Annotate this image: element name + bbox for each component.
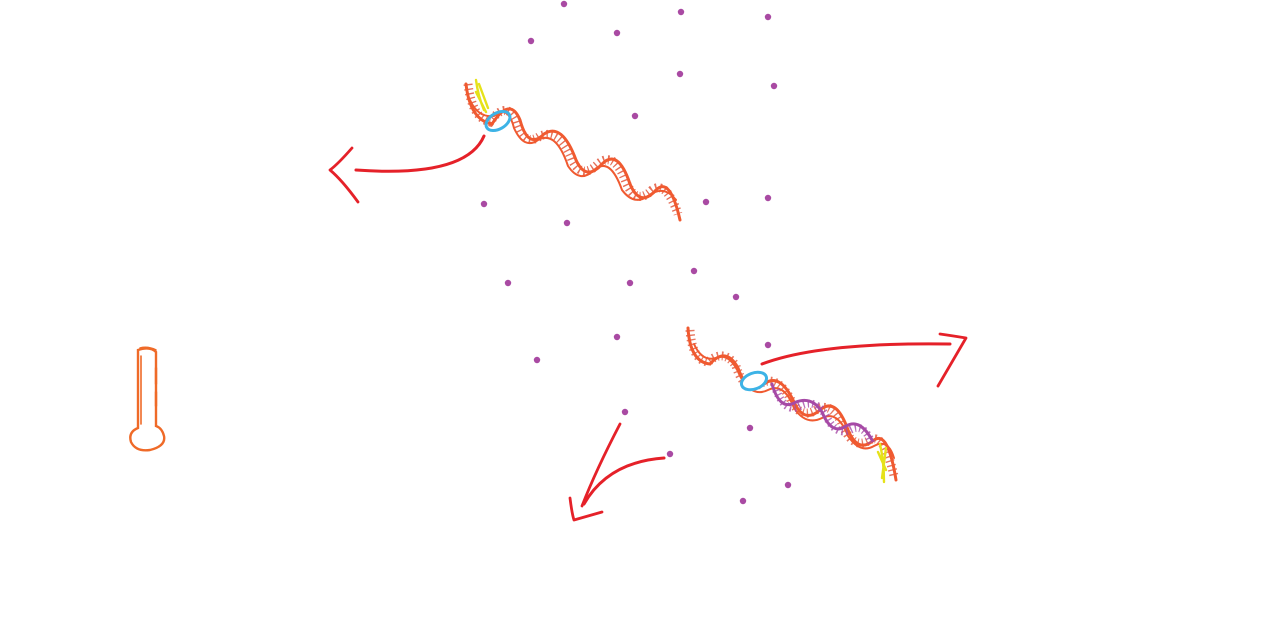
nucleotide-dot (613, 333, 621, 341)
nucleotide-dot (527, 37, 535, 45)
lower-dna-strand (685, 326, 899, 484)
nucleotide-dot (764, 13, 772, 21)
nucleotide-dot (613, 29, 621, 37)
lower-primer (876, 442, 888, 484)
polymerase-oval-icon (739, 370, 769, 392)
nucleotide-dot (690, 267, 698, 275)
new-strand (770, 382, 874, 442)
nucleotide-dot (676, 70, 684, 78)
polymerase-oval-icon (484, 110, 512, 132)
arrow-right (760, 332, 968, 388)
nucleotide-dot (702, 198, 710, 206)
thermometer-icon (129, 346, 166, 452)
nucleotide-dot (764, 194, 772, 202)
nucleotide-dot (621, 408, 629, 416)
nucleotide-dot (677, 8, 685, 16)
nucleotide-dot (739, 497, 747, 505)
arrow-left (328, 134, 486, 204)
nucleotide-dot (666, 450, 674, 458)
nucleotide-dot (784, 481, 792, 489)
lower-strand-inner (693, 343, 895, 459)
nucleotide-dot (504, 279, 512, 287)
nucleotide-dot (560, 0, 568, 8)
upper-primer (474, 78, 490, 114)
nucleotide-dot (533, 356, 541, 364)
nucleotide-dot (770, 82, 778, 90)
nucleotide-dot (480, 200, 488, 208)
nucleotide-dot (764, 341, 772, 349)
nucleotide-dot (563, 219, 571, 227)
nucleotide-dot (732, 293, 740, 301)
upper-dna-strand (463, 78, 683, 222)
nucleotide-dot (626, 279, 634, 287)
new-strand-hatch (772, 388, 876, 446)
nucleotide-dots (480, 0, 792, 505)
nucleotide-dot (631, 112, 639, 120)
nucleotide-dot (746, 424, 754, 432)
arrow-down-left (568, 422, 666, 522)
upper-strand-outer (464, 82, 682, 222)
